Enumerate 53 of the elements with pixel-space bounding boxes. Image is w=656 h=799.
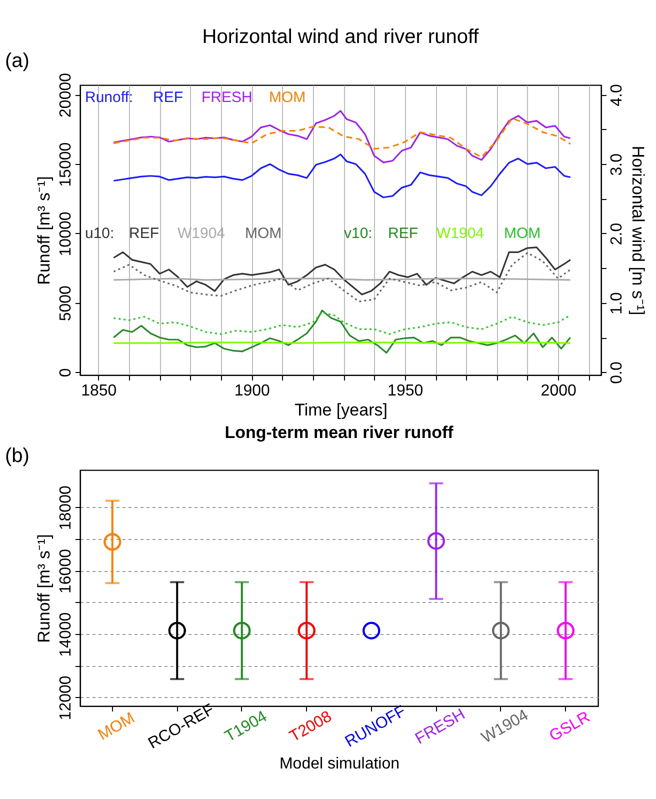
text: REF: [388, 225, 418, 242]
line-series: [112, 252, 572, 302]
y-tick-label: 15000: [58, 142, 74, 187]
annotation: u10:: [85, 225, 114, 242]
x-tick-label: 1950: [388, 382, 424, 400]
y2-tick-label: 3.0: [608, 153, 626, 176]
line-series: [112, 154, 572, 198]
y-tick-label: 18000: [58, 486, 74, 530]
line-series: [112, 310, 572, 354]
line-series: [112, 246, 572, 296]
y-tick-label: 14000: [58, 612, 74, 657]
x-axis-title: Model simulation: [279, 756, 400, 773]
chart-title: Long-term mean river runoff: [224, 423, 454, 442]
point: [168, 622, 186, 640]
text: (b): [5, 445, 30, 467]
x-axis-title: Time [years]: [294, 400, 388, 420]
y2-axis-title: Horizontal wind [m s⁻¹]: [628, 146, 648, 316]
text: (a): [5, 50, 30, 72]
point: [104, 533, 122, 551]
y-axis-title: Runoff [m³ s⁻¹]: [34, 176, 54, 285]
line-series: [112, 312, 572, 335]
y-axis-title: Runoff [m³ s⁻¹]: [34, 534, 54, 643]
line-series: [112, 118, 572, 158]
y-tick-label: 0: [58, 368, 74, 378]
point: [362, 622, 380, 640]
text: W1904: [436, 225, 484, 242]
x-tick-label: 2000: [540, 382, 576, 400]
x-tick-label: 1850: [81, 382, 117, 400]
text: MOM: [504, 225, 541, 242]
y2-tick-label: 2.0: [608, 222, 626, 246]
annotation: Runoff:: [85, 89, 134, 106]
point: [492, 622, 510, 640]
x-tick-label: 1900: [234, 382, 270, 400]
chart-title: Horizontal wind and river runoff: [202, 26, 480, 48]
y2-tick-label: 1.0: [608, 292, 626, 314]
text: REF: [153, 89, 183, 106]
point: [427, 532, 445, 550]
y-tick-label: 12000: [58, 676, 74, 720]
y-tick-label: 5000: [58, 285, 74, 322]
point: [298, 622, 316, 640]
y-tick-label: 20000: [58, 72, 74, 118]
y-tick-label: 16000: [58, 548, 74, 594]
annotation: v10:: [344, 225, 372, 242]
y2-tick-label: 0.0: [608, 362, 626, 384]
series-label: FRESH: [202, 89, 252, 106]
y2-tick-label: 4.0: [608, 84, 626, 106]
point: [556, 622, 574, 640]
text: MOM: [245, 225, 282, 242]
point: [233, 622, 251, 640]
y-tick-label: 10000: [58, 212, 74, 256]
series-label: REF: [129, 225, 159, 242]
line-series: [112, 110, 572, 164]
series-label: MOM: [269, 89, 306, 106]
